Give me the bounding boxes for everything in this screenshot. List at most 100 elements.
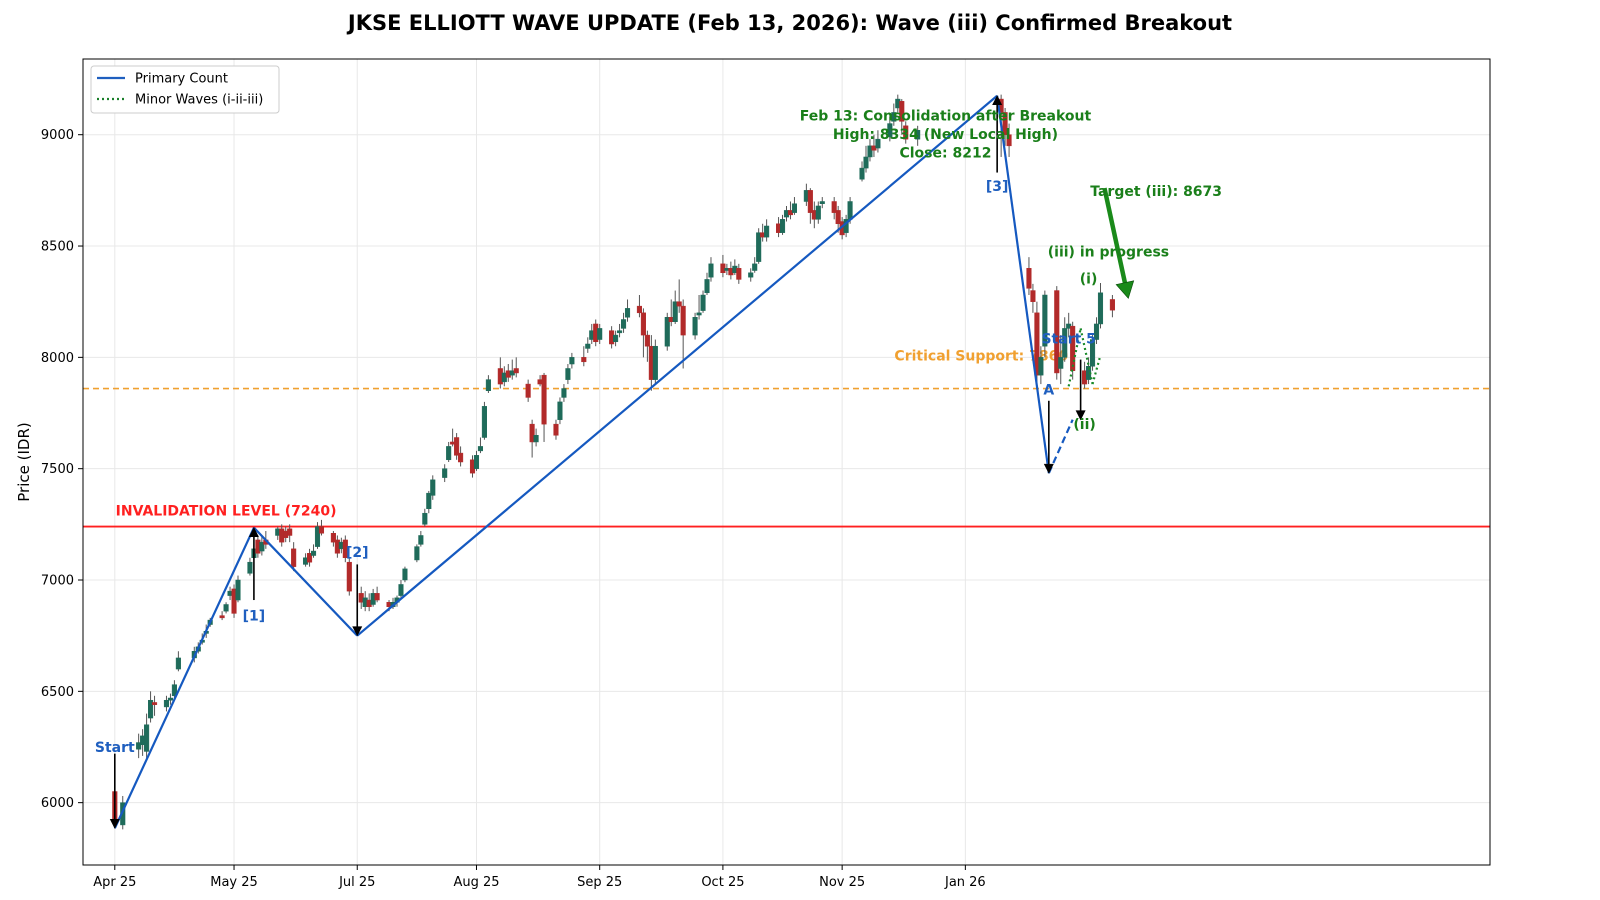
candle — [342, 535, 348, 563]
annotation: Target (iii): 8673 — [1090, 184, 1222, 200]
candle-body — [136, 742, 142, 750]
x-tick-label: Oct 25 — [701, 875, 744, 890]
candle — [835, 205, 841, 233]
legend-frame — [90, 65, 280, 114]
candle — [1058, 335, 1064, 385]
candle-body — [430, 479, 436, 496]
candle — [736, 263, 742, 284]
candle — [148, 691, 154, 723]
candle — [525, 379, 531, 402]
candle-body — [815, 205, 821, 220]
candle — [1062, 317, 1068, 362]
candle — [569, 352, 575, 369]
candle — [1097, 282, 1104, 329]
y-tick-label: 7000 — [41, 574, 74, 589]
candle-body — [318, 526, 325, 534]
candle — [696, 295, 702, 320]
arrow-head — [1115, 280, 1135, 299]
wave-label: (iii) in progress — [1048, 245, 1169, 261]
candle-body — [1093, 323, 1100, 340]
candle-body — [446, 446, 452, 461]
candle-body — [525, 383, 531, 398]
candle — [557, 397, 563, 425]
candle-body — [708, 263, 714, 278]
candle — [310, 544, 317, 558]
candle — [708, 257, 714, 282]
candle — [1006, 123, 1012, 157]
y-axis-label: Price (IDR) — [15, 422, 33, 501]
invalidation-level-label: INVALIDATION LEVEL (7240) — [116, 504, 337, 520]
candle — [458, 446, 464, 467]
candle — [330, 531, 336, 547]
candle — [481, 401, 487, 440]
arrow — [109, 753, 120, 829]
candle — [430, 475, 436, 500]
candle-body — [291, 548, 297, 567]
candle — [287, 524, 293, 543]
candle-body — [891, 112, 897, 122]
candle-body — [310, 550, 317, 556]
candle — [1042, 290, 1048, 358]
candle — [219, 611, 225, 621]
candle-body — [807, 190, 813, 213]
wave-labels: Start [1] [2] [3] Start 5 A (i) (ii) (iii) in pr… — [95, 108, 1222, 756]
candle — [442, 464, 448, 483]
annotation-line: Feb 13: Consolidation after Breakout — [800, 108, 1092, 124]
candle — [307, 548, 313, 567]
candle-body — [1062, 328, 1068, 358]
x-tick-label: Sep 25 — [577, 875, 622, 890]
candle — [291, 542, 297, 572]
candle — [477, 437, 484, 454]
legend-label: Primary Count — [135, 72, 228, 87]
candle-body — [1058, 357, 1064, 369]
wave-label: [1] — [243, 609, 266, 625]
candle-body — [374, 593, 380, 601]
candle-body — [1034, 312, 1040, 376]
wave-lines — [113, 94, 1102, 829]
candle-body — [223, 604, 229, 612]
candle — [676, 279, 682, 313]
candle-body — [481, 406, 487, 438]
candle — [819, 197, 825, 209]
candle-body — [422, 512, 428, 525]
candle-body — [1038, 357, 1044, 376]
candle — [859, 161, 865, 182]
candle — [533, 428, 539, 447]
primary-count-segment — [253, 526, 359, 637]
primary-count-segment — [996, 95, 1050, 474]
wave-label: Start — [95, 740, 135, 756]
primary-count-segment — [356, 94, 998, 637]
candle — [791, 197, 797, 215]
candle — [1089, 335, 1096, 371]
arrow-head — [1043, 463, 1054, 474]
wave-label: Start 5 — [1041, 331, 1095, 347]
arrow-head — [352, 626, 363, 637]
candle — [418, 531, 424, 547]
candle — [318, 519, 325, 536]
candle — [426, 490, 432, 514]
x-axis: Apr 25 May 25 Jul 25 Aug 25 Sep 25 Oct 25 Nov … — [93, 865, 986, 890]
candle — [235, 575, 241, 603]
candle-body — [696, 312, 702, 316]
candle-body — [1006, 134, 1012, 147]
x-tick-label: Nov 25 — [819, 875, 865, 890]
candle-body — [859, 167, 865, 180]
y-tick-label: 6500 — [41, 685, 74, 700]
candle — [1026, 257, 1032, 296]
primary-count-segment — [1047, 419, 1074, 474]
y-tick-label: 8000 — [41, 351, 74, 366]
chart-title: JKSE ELLIOTT WAVE UPDATE (Feb 13, 2026):… — [346, 11, 1232, 35]
y-tick-label: 8500 — [41, 240, 74, 255]
candle-body — [330, 532, 336, 543]
y-axis: 6000 6500 7000 7500 8000 8500 9000 — [41, 128, 83, 811]
y-tick-label: 7500 — [41, 462, 74, 477]
candle-body — [676, 301, 682, 307]
arrow-head — [992, 95, 1003, 106]
candle — [402, 566, 408, 583]
candle-body — [597, 328, 603, 340]
candle-body — [1054, 290, 1060, 374]
candle-body — [1097, 292, 1104, 325]
candle-body — [458, 452, 464, 463]
candle — [223, 602, 229, 614]
wave-label: [2] — [346, 545, 369, 561]
